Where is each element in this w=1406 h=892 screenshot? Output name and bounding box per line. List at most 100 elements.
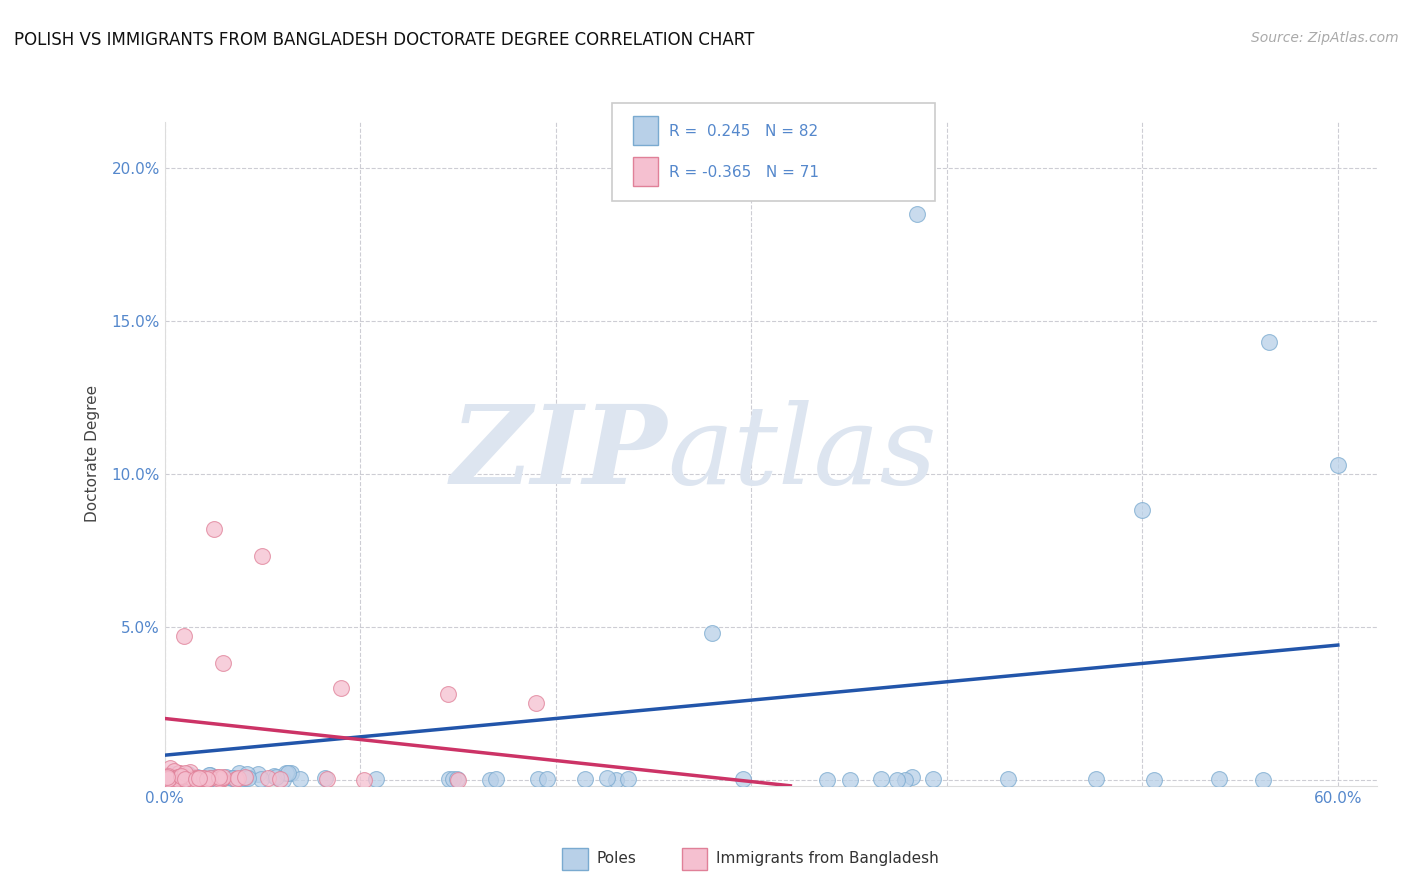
- Point: [170, 770, 193, 784]
- Point: [159, 772, 181, 787]
- Point: [188, 772, 211, 787]
- Point: [536, 772, 558, 787]
- Point: [174, 766, 197, 780]
- Point: [162, 772, 184, 787]
- Point: [170, 769, 193, 783]
- Point: [162, 766, 184, 780]
- Point: [208, 772, 231, 786]
- Point: [195, 772, 218, 786]
- Point: [193, 771, 215, 785]
- Point: [162, 772, 184, 786]
- Point: [235, 767, 257, 781]
- Y-axis label: Doctorate Degree: Doctorate Degree: [86, 385, 100, 523]
- Point: [274, 766, 297, 780]
- Point: [177, 772, 200, 787]
- Point: [446, 772, 468, 787]
- Point: [894, 772, 917, 787]
- Point: [233, 772, 256, 786]
- Point: [617, 772, 640, 786]
- Point: [173, 771, 195, 785]
- Text: R =  0.245   N = 82: R = 0.245 N = 82: [669, 124, 818, 139]
- Text: Poles: Poles: [596, 852, 636, 866]
- Point: [574, 772, 596, 787]
- Point: [329, 681, 352, 695]
- Point: [1130, 503, 1153, 517]
- Point: [1085, 772, 1108, 786]
- Text: Immigrants from Bangladesh: Immigrants from Bangladesh: [716, 852, 938, 866]
- Point: [233, 770, 256, 784]
- Point: [163, 772, 186, 786]
- Point: [155, 770, 177, 784]
- Point: [208, 770, 231, 784]
- Point: [269, 772, 291, 787]
- Point: [901, 771, 924, 785]
- Point: [181, 772, 204, 786]
- Point: [156, 770, 179, 784]
- Point: [167, 770, 190, 784]
- Point: [228, 766, 250, 780]
- Point: [157, 768, 180, 782]
- Point: [187, 771, 209, 785]
- Point: [167, 772, 190, 786]
- Point: [184, 772, 207, 786]
- Point: [200, 771, 222, 785]
- Point: [157, 772, 180, 786]
- Point: [184, 772, 207, 786]
- Point: [188, 772, 211, 787]
- Point: [156, 771, 179, 785]
- Point: [186, 772, 208, 786]
- Point: [169, 766, 191, 780]
- Point: [205, 771, 228, 785]
- Point: [364, 772, 387, 787]
- Point: [198, 768, 221, 782]
- Point: [228, 771, 250, 785]
- Point: [1208, 772, 1230, 786]
- Text: atlas: atlas: [668, 401, 938, 508]
- Point: [1143, 772, 1166, 787]
- Point: [595, 771, 617, 785]
- Point: [441, 772, 464, 787]
- Point: [165, 771, 187, 785]
- Point: [163, 771, 186, 785]
- Point: [173, 629, 195, 643]
- Point: [166, 771, 188, 785]
- Point: [257, 771, 280, 785]
- Point: [527, 772, 550, 786]
- Point: [155, 771, 177, 785]
- Text: Source: ZipAtlas.com: Source: ZipAtlas.com: [1251, 31, 1399, 45]
- Text: POLISH VS IMMIGRANTS FROM BANGLADESH DOCTORATE DEGREE CORRELATION CHART: POLISH VS IMMIGRANTS FROM BANGLADESH DOC…: [14, 31, 755, 49]
- Point: [263, 769, 285, 783]
- Point: [160, 772, 183, 786]
- Point: [188, 772, 211, 786]
- Point: [181, 772, 204, 787]
- Point: [225, 772, 247, 787]
- Point: [524, 696, 547, 710]
- Point: [997, 772, 1019, 786]
- Point: [839, 772, 862, 787]
- Point: [173, 769, 195, 783]
- Point: [1327, 458, 1350, 472]
- Point: [209, 772, 232, 786]
- Point: [179, 772, 201, 787]
- Point: [177, 767, 200, 781]
- Point: [172, 772, 194, 786]
- Point: [221, 771, 243, 785]
- Text: ZIP: ZIP: [451, 401, 668, 508]
- Point: [186, 771, 208, 785]
- Point: [870, 772, 893, 787]
- Point: [165, 772, 187, 787]
- Point: [195, 772, 218, 787]
- Point: [200, 772, 222, 786]
- Point: [191, 771, 214, 785]
- Point: [166, 771, 188, 785]
- Point: [211, 771, 233, 785]
- Point: [167, 765, 190, 780]
- Point: [1253, 772, 1275, 787]
- Point: [179, 764, 201, 779]
- Point: [353, 772, 375, 787]
- Point: [212, 657, 235, 671]
- Point: [194, 772, 217, 787]
- Point: [166, 766, 188, 780]
- Point: [167, 768, 190, 782]
- Point: [167, 772, 190, 787]
